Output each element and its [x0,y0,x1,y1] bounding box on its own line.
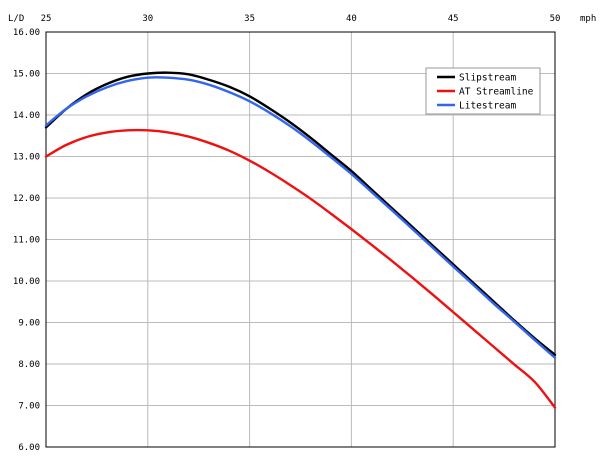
x-axis-label: mph [580,14,596,24]
series-line-at-streamline [44,128,557,409]
x-tick-label: 50 [550,14,561,24]
legend-label-slipstream: Slipstream [459,73,516,84]
x-tick-label: 45 [448,14,459,24]
legend: Slipstream AT Streamline Litestream [425,67,541,115]
x-tick-label: 25 [41,14,52,24]
legend-label-litestream: Litestream [459,101,516,112]
y-tick-label: 8.00 [18,360,40,370]
series-line-litestream [44,76,557,359]
legend-label-at-streamline: AT Streamline [459,87,534,98]
y-tick-label: 9.00 [18,319,40,329]
x-tick-label: 30 [142,14,153,24]
y-axis-label: L/D [8,14,24,24]
y-tick-label: 16.00 [13,28,40,38]
series-lines [44,71,557,409]
y-tick-label: 14.00 [13,111,40,121]
x-tick-labels: 25 30 35 40 45 50 [41,14,561,24]
x-tick-label: 35 [244,14,255,24]
y-tick-label: 12.00 [13,194,40,204]
y-tick-label: 10.00 [13,277,40,287]
y-tick-label: 7.00 [18,402,40,412]
y-tick-label: 11.00 [13,236,40,246]
y-tick-label: 13.00 [13,153,40,163]
plot-area-frame [45,31,556,448]
y-tick-label: 6.00 [18,443,40,453]
y-tick-labels: 6.00 7.00 8.00 9.00 10.00 11.00 12.00 13.00 14.0… [13,28,40,453]
y-tick-label: 15.00 [13,70,40,80]
series-line-slipstream [44,71,557,357]
x-tick-label: 40 [346,14,357,24]
